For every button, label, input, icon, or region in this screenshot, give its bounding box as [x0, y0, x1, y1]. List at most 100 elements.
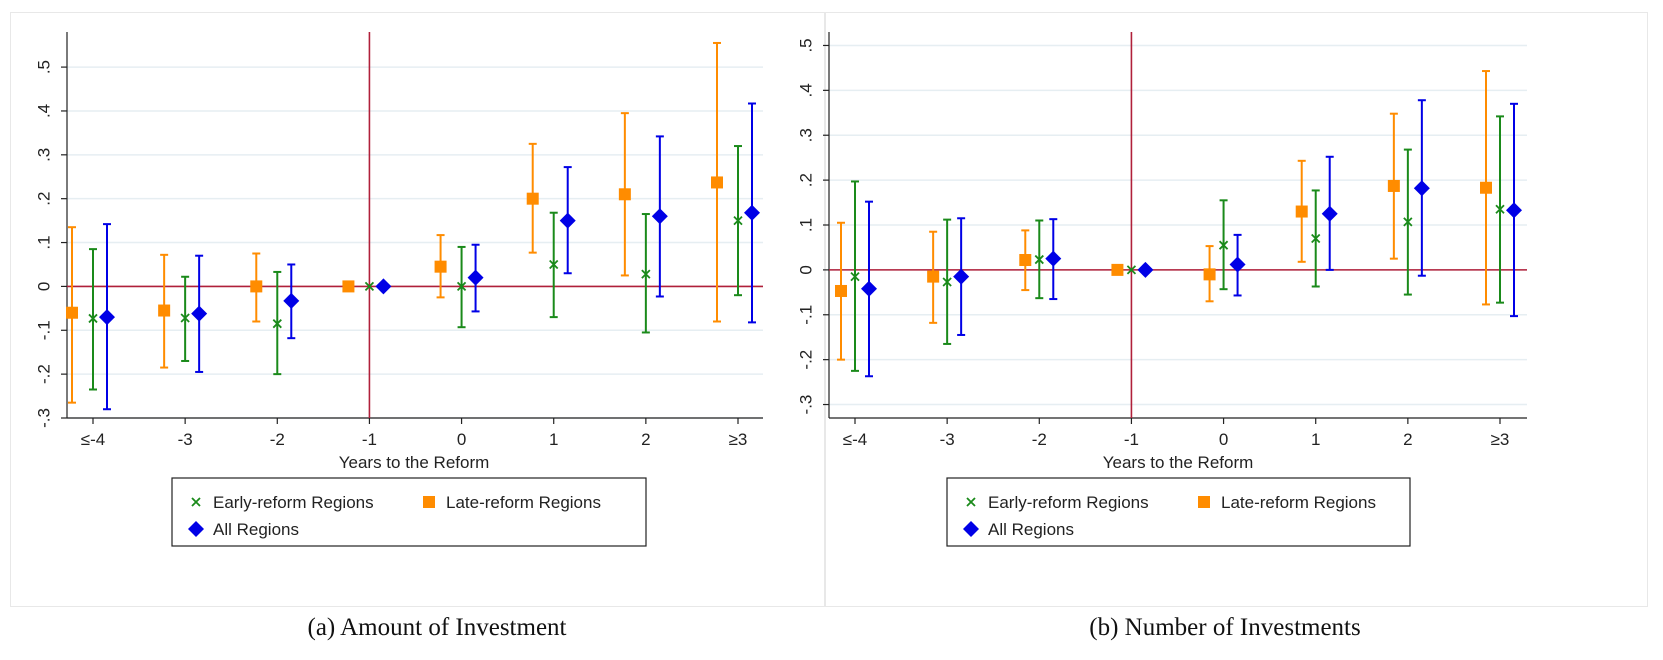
legend-marker-early — [191, 497, 201, 507]
all-point — [953, 268, 970, 285]
early-point — [733, 215, 743, 226]
legend-marker-early — [966, 497, 976, 507]
x-tick-label: -3 — [940, 430, 955, 449]
legend-marker-all — [963, 521, 979, 537]
early-point — [1403, 217, 1413, 227]
late-point — [1111, 263, 1124, 276]
early-point — [1218, 240, 1229, 250]
x-tick-label: 0 — [457, 430, 466, 449]
y-tick-label: -.1 — [796, 305, 815, 325]
y-tick-label: .5 — [796, 38, 815, 52]
early-point — [641, 269, 651, 279]
y-tick-label: .3 — [34, 148, 53, 162]
panel-a-caption: (a) Amount of Investment — [307, 614, 567, 641]
early-point — [364, 281, 375, 292]
all-point — [99, 309, 115, 326]
legend: Early-reform Regions Late-reform Regions A… — [946, 477, 1411, 547]
panel-b-frame — [825, 12, 1648, 607]
x-tick-label: -1 — [1124, 430, 1139, 449]
late-point — [618, 188, 631, 201]
x-tick-label: ≤-4 — [843, 430, 867, 449]
panel-a: -.3 -.2 -.1 0 .1 .2 .3 .4 .5 ≤-4 -3 -2 -1 0 1 2 ≥3 Years … — [34, 32, 763, 547]
all-point — [559, 212, 576, 229]
y-tick-label: .2 — [796, 173, 815, 187]
y-tick-label: 0 — [796, 265, 815, 274]
legend-label-early: Early-reform Regions — [213, 493, 374, 512]
y-tick-label: .3 — [796, 128, 815, 142]
all-point — [1321, 205, 1338, 222]
panel-b-caption: (b) Number of Investments — [1089, 614, 1361, 641]
early-point — [88, 313, 98, 324]
legend-box — [946, 477, 1411, 547]
late-point — [711, 176, 723, 189]
legend-marker-late — [423, 496, 435, 508]
x-tick-label: -2 — [270, 430, 285, 449]
early-point — [180, 313, 190, 323]
legend-label-all: All Regions — [988, 520, 1074, 539]
all-point — [1229, 256, 1246, 273]
legend-marker-all — [188, 521, 204, 537]
all-point — [375, 278, 392, 295]
all-point — [467, 269, 484, 286]
legend-box — [171, 477, 647, 547]
y-tick-label: .2 — [34, 192, 53, 206]
y-tick-label: .4 — [34, 104, 53, 118]
all-point — [1506, 202, 1522, 219]
early-point — [942, 277, 952, 287]
early-point — [1126, 265, 1137, 275]
y-tick-label: -.2 — [34, 364, 53, 384]
late-point — [342, 280, 355, 293]
late-point — [927, 270, 940, 283]
y-tick-label: .5 — [34, 60, 53, 74]
late-point — [250, 280, 263, 293]
late-point — [1203, 268, 1216, 281]
panel-b: -.3 -.2 -.1 0 .1 .2 .3 .4 .5 ≤-4 -3 -2 -1 0 1 2 ≥3 Years … — [796, 32, 1527, 547]
legend-label-late: Late-reform Regions — [446, 493, 601, 512]
panel-a-frame — [10, 12, 825, 607]
early-point — [456, 281, 467, 292]
late-point — [1480, 181, 1492, 194]
y-tick-label: -.1 — [34, 320, 53, 340]
y-tick-label: -.3 — [796, 395, 815, 415]
all-point — [1413, 180, 1430, 197]
late-point — [158, 304, 171, 317]
legend: Early-reform Regions Late-reform Regions A… — [171, 477, 647, 547]
x-tick-label: 1 — [1311, 430, 1320, 449]
y-tick-label: -.3 — [34, 408, 53, 428]
x-tick-label: 2 — [1403, 430, 1412, 449]
x-tick-label: -1 — [362, 430, 377, 449]
all-point — [283, 292, 300, 309]
early-point — [272, 319, 282, 329]
legend-label-early: Early-reform Regions — [988, 493, 1149, 512]
late-point — [835, 284, 847, 297]
y-tick-label: .1 — [34, 235, 53, 249]
late-point — [1387, 179, 1400, 192]
early-point — [850, 271, 860, 282]
early-point — [1495, 204, 1505, 214]
y-tick-label: 0 — [34, 282, 53, 291]
x-tick-label: ≥3 — [729, 430, 748, 449]
all-point — [1045, 250, 1062, 267]
late-point — [1295, 205, 1308, 218]
x-tick-label: 1 — [549, 430, 558, 449]
x-tick-label: 2 — [641, 430, 650, 449]
legend-label-late: Late-reform Regions — [1221, 493, 1376, 512]
early-point — [1034, 254, 1044, 265]
late-point — [1019, 254, 1032, 267]
all-point — [861, 280, 877, 297]
late-point — [526, 192, 539, 205]
legend-label-all: All Regions — [213, 520, 299, 539]
early-point — [549, 259, 559, 270]
x-tick-label: ≤-4 — [81, 430, 105, 449]
all-point — [744, 204, 760, 221]
legend-marker-late — [1198, 496, 1210, 508]
late-point — [434, 260, 447, 273]
all-point — [1137, 261, 1154, 278]
late-point — [66, 306, 78, 319]
x-axis-title: Years to the Reform — [339, 453, 490, 472]
x-tick-label: ≥3 — [1491, 430, 1510, 449]
early-point — [1311, 233, 1321, 244]
x-tick-label: -3 — [178, 430, 193, 449]
y-tick-label: -.2 — [796, 350, 815, 370]
